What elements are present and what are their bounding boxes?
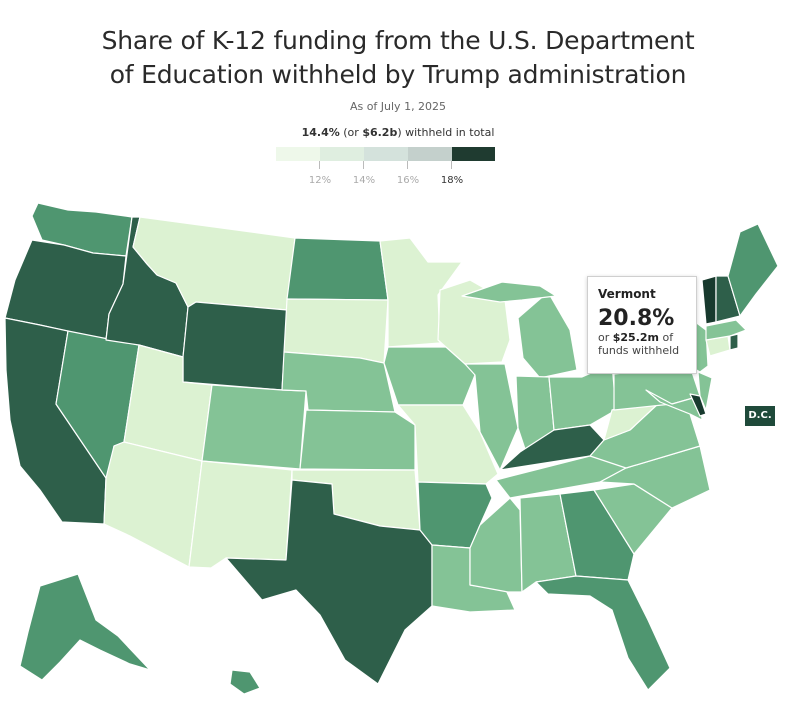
state-tooltip: Vermont 20.8% or $25.2m of funds withhel… — [587, 276, 697, 374]
legend-tick — [407, 161, 408, 169]
tooltip-funds-line: funds withheld — [598, 344, 680, 357]
total-pct: 14.4% — [301, 126, 340, 139]
legend-label-14: 14% — [352, 175, 376, 186]
legend-color-bar — [276, 147, 495, 161]
state-maine[interactable] — [727, 223, 779, 317]
state-texas[interactable] — [225, 479, 433, 685]
state-missouri[interactable] — [397, 404, 499, 485]
legend-label-18: 18% — [440, 175, 464, 186]
tooltip-amount-prefix: or — [598, 331, 613, 344]
legend-tick — [363, 161, 364, 169]
legend-swatch-2 — [320, 147, 364, 161]
legend-swatch-5 — [452, 147, 495, 161]
total-withheld: 14.4% (or $6.2b) withheld in total — [0, 126, 796, 139]
state-california[interactable] — [4, 317, 107, 525]
total-amount: $6.2b — [362, 126, 398, 139]
chart-title-line-2: of Education withheld by Trump administr… — [109, 60, 687, 89]
tooltip-amount-suffix: of — [659, 331, 674, 344]
state-florida[interactable] — [535, 575, 671, 691]
legend-swatch-4 — [408, 147, 452, 161]
tooltip-pct: 20.8% — [598, 306, 675, 331]
chart-title-line-1: Share of K-12 funding from the U.S. Depa… — [101, 26, 695, 55]
tooltip-amount: $25.2m — [612, 331, 660, 344]
state-michigan-up[interactable] — [461, 281, 557, 303]
total-suffix: ) withheld in total — [397, 126, 495, 139]
tooltip-amount-line: or $25.2m of — [598, 331, 686, 344]
state-hawaii[interactable] — [229, 669, 261, 695]
legend-swatch-1 — [276, 147, 320, 161]
dc-badge[interactable]: D.C. — [745, 406, 775, 426]
state-kansas[interactable] — [299, 409, 416, 471]
legend-tick — [451, 161, 452, 169]
state-rhode-island[interactable] — [729, 333, 739, 351]
legend-swatch-3 — [364, 147, 408, 161]
state-new-mexico[interactable] — [188, 460, 293, 569]
legend-label-16: 16% — [396, 175, 420, 186]
state-delaware[interactable] — [689, 393, 707, 417]
legend-tick — [319, 161, 320, 169]
state-arizona[interactable] — [103, 441, 203, 568]
chart-subtitle: As of July 1, 2025 — [349, 100, 447, 113]
state-massachusetts[interactable] — [705, 319, 747, 341]
state-vermont[interactable] — [701, 275, 717, 325]
legend-label-12: 12% — [308, 175, 332, 186]
tooltip-state-name: Vermont — [598, 287, 656, 301]
total-prefix: (or — [343, 126, 363, 139]
state-wyoming[interactable] — [182, 301, 288, 391]
state-north-dakota[interactable] — [286, 237, 389, 301]
state-alaska[interactable] — [19, 573, 151, 681]
state-colorado[interactable] — [201, 384, 307, 470]
state-maryland[interactable] — [645, 389, 703, 421]
state-mississippi[interactable] — [469, 497, 523, 593]
state-new-jersey[interactable] — [697, 371, 713, 411]
state-georgia[interactable] — [559, 489, 635, 581]
state-minnesota[interactable] — [379, 237, 463, 348]
state-michigan[interactable] — [517, 291, 578, 379]
